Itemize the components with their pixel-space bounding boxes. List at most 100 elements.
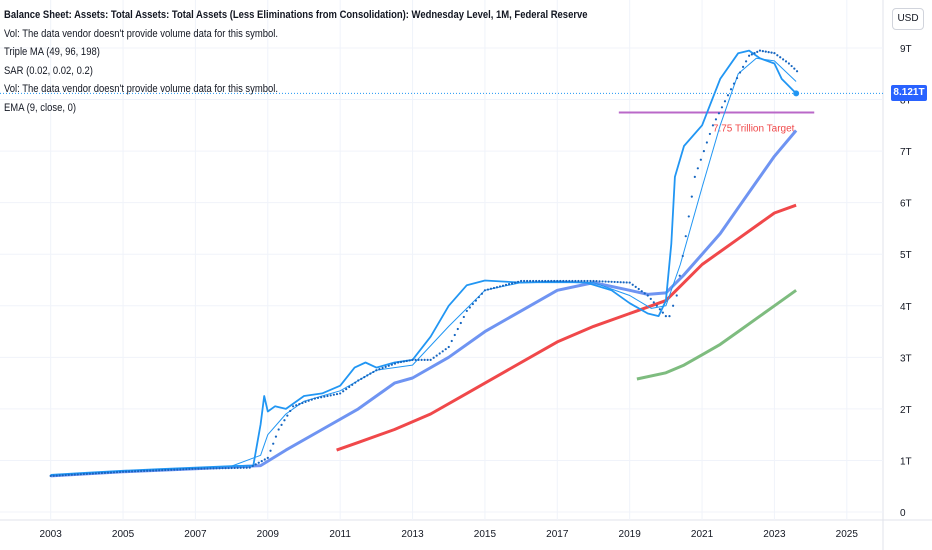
sar-point bbox=[423, 358, 426, 362]
sar-point bbox=[55, 474, 58, 477]
y-tick-label: 2T bbox=[900, 405, 912, 416]
sar-point bbox=[574, 279, 577, 283]
sar-point bbox=[562, 279, 565, 283]
sar-point bbox=[486, 288, 490, 291]
sar-point bbox=[320, 396, 323, 399]
vol-indicator-2[interactable]: Vol: The data vendor doesn't provide vol… bbox=[4, 83, 279, 95]
sar-point bbox=[298, 403, 301, 406]
sar-point bbox=[513, 281, 517, 284]
sar-point bbox=[130, 470, 134, 473]
sar-point bbox=[366, 374, 369, 377]
target-annotation: 7.75 Trillion Target bbox=[618, 111, 815, 134]
y-tick-label: 4T bbox=[900, 302, 912, 313]
sar-point bbox=[342, 390, 345, 393]
sar-point bbox=[637, 287, 640, 291]
sar-point bbox=[146, 469, 149, 472]
sar-point bbox=[495, 286, 499, 289]
sar-point bbox=[212, 467, 215, 470]
sar-point bbox=[329, 394, 332, 397]
symbol-title[interactable]: Balance Sheet: Assets: Total Assets: Tot… bbox=[4, 9, 588, 21]
vol-indicator-1[interactable]: Vol: The data vendor doesn't provide vol… bbox=[4, 27, 279, 40]
sar-point bbox=[526, 279, 529, 283]
sar-point bbox=[221, 467, 224, 470]
y-tick-label: 3T bbox=[900, 353, 912, 364]
sar-point bbox=[568, 279, 571, 283]
sar-point bbox=[182, 468, 185, 471]
sar-point bbox=[170, 468, 173, 471]
sar-point bbox=[420, 358, 423, 362]
sar-point bbox=[696, 167, 699, 170]
y-tick-label: 9T bbox=[900, 44, 912, 55]
sar-point bbox=[323, 395, 326, 398]
x-tick-label: 2007 bbox=[184, 529, 207, 540]
sar-point bbox=[203, 467, 206, 470]
triple-ma-indicator[interactable]: Triple MA (49, 96, 198) bbox=[4, 46, 100, 58]
sar-point bbox=[286, 414, 289, 417]
sar-indicator[interactable]: SAR (0.02, 0.02, 0.2) bbox=[4, 64, 93, 77]
sar-point bbox=[601, 280, 604, 283]
sar-point bbox=[729, 88, 733, 91]
sar-point bbox=[70, 473, 73, 476]
x-tick-label: 2003 bbox=[40, 529, 63, 540]
sar-point bbox=[224, 467, 227, 470]
sar-point bbox=[360, 377, 363, 380]
x-tick-label: 2023 bbox=[763, 529, 786, 540]
sar-point bbox=[432, 356, 435, 359]
sar-point bbox=[758, 49, 762, 52]
sar-point bbox=[85, 472, 88, 475]
sar-point bbox=[544, 279, 547, 283]
sar-point bbox=[73, 473, 76, 476]
sar-point bbox=[773, 52, 776, 55]
sar-point bbox=[586, 279, 589, 283]
sar-point bbox=[79, 473, 82, 476]
sar-point bbox=[396, 361, 400, 364]
sar-point bbox=[106, 471, 110, 474]
sar-point bbox=[465, 309, 468, 313]
sar-point bbox=[134, 470, 137, 473]
sar-point bbox=[277, 428, 280, 431]
sar-point bbox=[140, 469, 143, 473]
sar-point bbox=[61, 474, 64, 477]
sar-point bbox=[354, 381, 357, 384]
sar-point bbox=[164, 468, 167, 472]
sar-point bbox=[510, 282, 514, 285]
sar-point bbox=[504, 283, 508, 286]
sar-point bbox=[381, 366, 384, 370]
sar-point bbox=[94, 472, 97, 475]
sar-point bbox=[649, 297, 652, 301]
sar-point bbox=[604, 280, 607, 283]
sar-point bbox=[607, 280, 610, 283]
ema-indicator[interactable]: EMA (9, close, 0) bbox=[4, 101, 77, 114]
series-group bbox=[49, 49, 800, 478]
sar-point bbox=[52, 474, 55, 477]
currency-button[interactable]: USD bbox=[892, 8, 924, 30]
sar-point bbox=[748, 54, 751, 57]
x-tick-label: 2015 bbox=[474, 529, 497, 540]
sar-point bbox=[634, 285, 637, 288]
sar-point bbox=[535, 279, 538, 283]
x-tick-label: 2021 bbox=[691, 529, 714, 540]
sar-point bbox=[592, 279, 595, 283]
sar-point bbox=[251, 464, 254, 468]
sar-point bbox=[770, 51, 773, 54]
sar-point bbox=[390, 363, 393, 366]
sar-point bbox=[613, 280, 616, 284]
sar-point bbox=[720, 106, 724, 109]
sar-point bbox=[351, 383, 354, 386]
sar-point bbox=[538, 279, 541, 283]
sar-point bbox=[200, 467, 203, 470]
sar-point bbox=[756, 50, 759, 53]
sar-point bbox=[76, 473, 79, 476]
sar-point bbox=[507, 283, 511, 286]
sar-point bbox=[714, 118, 718, 121]
sar-point bbox=[726, 94, 730, 97]
sar-point bbox=[245, 466, 248, 469]
sar-point bbox=[408, 359, 411, 362]
sar-point bbox=[684, 235, 687, 238]
sar-point bbox=[732, 82, 736, 85]
sar-point bbox=[339, 392, 342, 395]
sar-point bbox=[571, 279, 574, 283]
ma_long-series-line bbox=[636, 289, 797, 381]
sar-point bbox=[750, 53, 753, 56]
